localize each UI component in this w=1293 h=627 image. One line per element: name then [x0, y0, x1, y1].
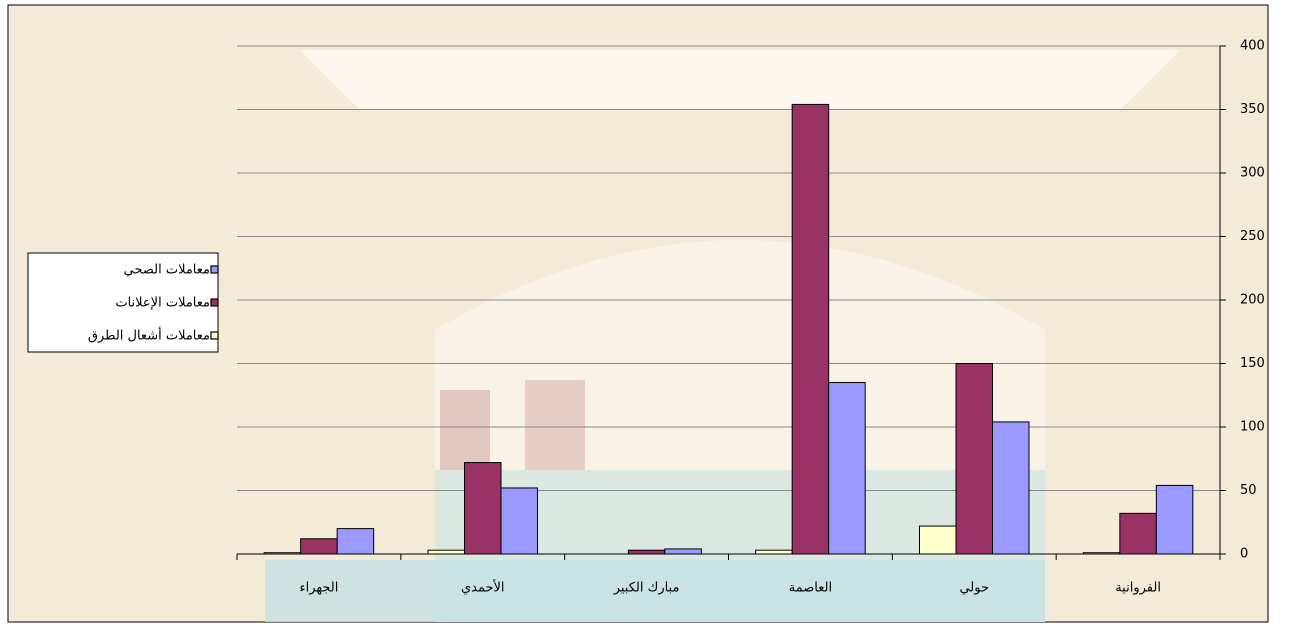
bar [920, 526, 957, 554]
bar [301, 539, 338, 554]
bar [993, 422, 1030, 554]
x-tick-label: الأحمدي [461, 579, 505, 596]
bar [665, 549, 702, 554]
y-tick-label: 400 [1240, 39, 1265, 54]
y-tick-label: 350 [1240, 102, 1265, 117]
y-tick-label: 100 [1240, 420, 1265, 435]
bar [337, 529, 374, 554]
bar [1156, 485, 1193, 554]
x-tick-label: الفروانية [1115, 581, 1161, 596]
bar [428, 550, 465, 554]
x-tick-label: الجهراء [299, 581, 338, 596]
bar [501, 488, 538, 554]
bar [956, 364, 993, 555]
y-tick-label: 150 [1240, 356, 1265, 371]
bar [792, 104, 829, 554]
bar [465, 463, 502, 554]
bar [1120, 513, 1157, 554]
legend-label: معاملات أشعال الطرق [88, 327, 210, 344]
y-tick-label: 200 [1240, 293, 1265, 308]
y-tick-label: 0 [1240, 547, 1248, 562]
y-tick-label: 300 [1240, 166, 1265, 181]
chart: 0 50 100 150 200 250 300 350 400 الجهراء الأحمدي مب… [0, 0, 1293, 627]
legend-swatch [211, 299, 218, 306]
legend-swatch [211, 332, 218, 339]
bar [628, 550, 665, 554]
x-tick-label: العاصمة [789, 581, 832, 596]
bar [264, 553, 301, 554]
y-tick-label: 250 [1240, 229, 1265, 244]
legend-label: معاملات الإعلانات [115, 296, 210, 311]
legend-label: معاملات الصحي [124, 263, 210, 278]
x-tick-label: حولي [959, 581, 989, 596]
page: {"chart_data": {"type": "bar", "categori… [0, 0, 1293, 627]
bar [829, 383, 866, 554]
y-tick-label: 50 [1240, 483, 1257, 498]
bar [1083, 553, 1120, 554]
bar [756, 550, 793, 554]
legend-swatch [211, 266, 218, 273]
x-tick-label: مبارك الكبير [613, 581, 680, 596]
